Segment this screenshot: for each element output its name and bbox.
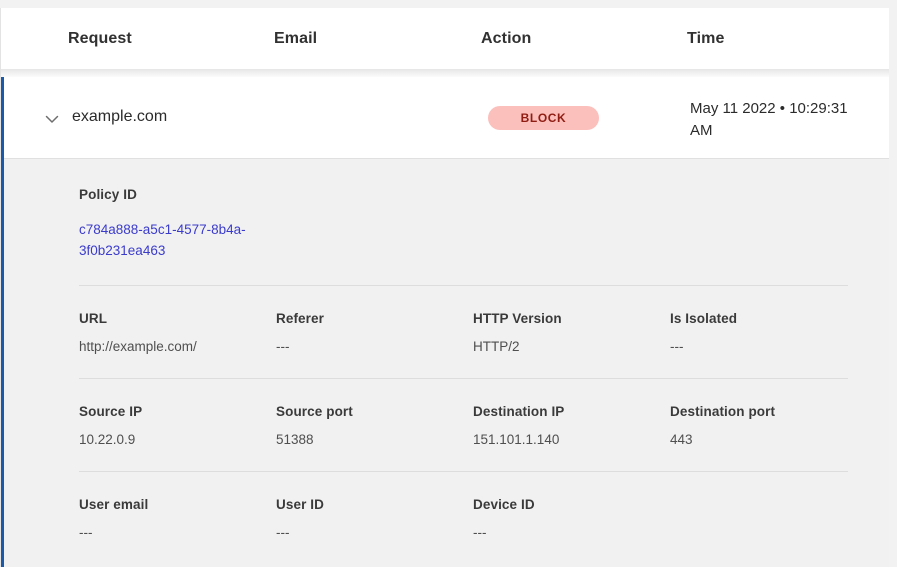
column-header-request[interactable]: Request bbox=[68, 30, 132, 47]
chevron-down-icon[interactable] bbox=[41, 108, 63, 130]
column-header-time[interactable]: Time bbox=[687, 30, 725, 47]
detail-divider-3 bbox=[79, 471, 848, 472]
field-http-version: HTTP Version HTTP/2 bbox=[473, 311, 670, 354]
detail-divider-1 bbox=[79, 285, 848, 286]
detail-group-network: Source IP 10.22.0.9 Source port 51388 De… bbox=[4, 379, 870, 447]
field-label: Policy ID bbox=[79, 187, 137, 202]
field-label: HTTP Version bbox=[473, 311, 562, 326]
field-value: --- bbox=[79, 525, 93, 540]
field-label: Destination port bbox=[670, 404, 776, 419]
expanded-log-row: example.com BLOCK May 11 2022 • 10:29:31… bbox=[1, 77, 889, 567]
top-gutter bbox=[0, 0, 897, 8]
field-value: 10.22.0.9 bbox=[79, 432, 136, 447]
detail-group-request: URL http://example.com/ Referer --- HTTP… bbox=[4, 286, 870, 354]
field-is-isolated: Is Isolated --- bbox=[670, 311, 867, 354]
field-label: Source port bbox=[276, 404, 353, 419]
policy-id-link[interactable]: c784a888-a5c1-4577-8b4a-3f0b231ea463 bbox=[79, 222, 246, 258]
field-label: Device ID bbox=[473, 497, 535, 512]
field-value: --- bbox=[276, 339, 290, 354]
field-destination-ip: Destination IP 151.101.1.140 bbox=[473, 404, 670, 447]
detail-group-identity: User email --- User ID --- Device ID --- bbox=[4, 472, 870, 540]
field-user-email: User email --- bbox=[79, 497, 276, 540]
table-row[interactable]: example.com BLOCK May 11 2022 • 10:29:31… bbox=[4, 77, 889, 159]
field-value: 443 bbox=[670, 432, 693, 447]
field-url: URL http://example.com/ bbox=[79, 311, 276, 354]
field-value: --- bbox=[670, 339, 684, 354]
field-value: http://example.com/ bbox=[79, 339, 197, 354]
table-header-row: Request Email Action Time bbox=[1, 8, 889, 69]
column-header-action[interactable]: Action bbox=[481, 30, 532, 47]
header-divider bbox=[1, 69, 889, 77]
status-badge: BLOCK bbox=[488, 106, 599, 130]
field-value: --- bbox=[473, 525, 487, 540]
field-label: Source IP bbox=[79, 404, 143, 419]
field-label: User email bbox=[79, 497, 149, 512]
field-value: HTTP/2 bbox=[473, 339, 520, 354]
field-device-id: Device ID --- bbox=[473, 497, 670, 540]
field-value: --- bbox=[276, 525, 290, 540]
log-table-panel: Request Email Action Time example.com BL… bbox=[0, 8, 889, 567]
field-label: User ID bbox=[276, 497, 324, 512]
field-destination-port: Destination port 443 bbox=[670, 404, 867, 447]
field-policy-id: Policy ID c784a888-a5c1-4577-8b4a-3f0b23… bbox=[79, 187, 279, 261]
field-label: URL bbox=[79, 311, 108, 326]
detail-divider-2 bbox=[79, 378, 848, 379]
field-label: Referer bbox=[276, 311, 324, 326]
field-source-ip: Source IP 10.22.0.9 bbox=[79, 404, 276, 447]
field-source-port: Source port 51388 bbox=[276, 404, 473, 447]
field-referer: Referer --- bbox=[276, 311, 473, 354]
detail-group-policy: Policy ID c784a888-a5c1-4577-8b4a-3f0b23… bbox=[4, 159, 870, 261]
field-value: 151.101.1.140 bbox=[473, 432, 560, 447]
row-detail-panel: Policy ID c784a888-a5c1-4577-8b4a-3f0b23… bbox=[4, 159, 889, 567]
field-label: Is Isolated bbox=[670, 311, 738, 326]
column-header-email[interactable]: Email bbox=[274, 30, 318, 47]
right-gutter bbox=[889, 0, 897, 567]
field-value: 51388 bbox=[276, 432, 314, 447]
field-label: Destination IP bbox=[473, 404, 565, 419]
field-user-id: User ID --- bbox=[276, 497, 473, 540]
row-request-value: example.com bbox=[72, 108, 168, 125]
row-time-value: May 11 2022 • 10:29:31 AM bbox=[690, 100, 848, 139]
